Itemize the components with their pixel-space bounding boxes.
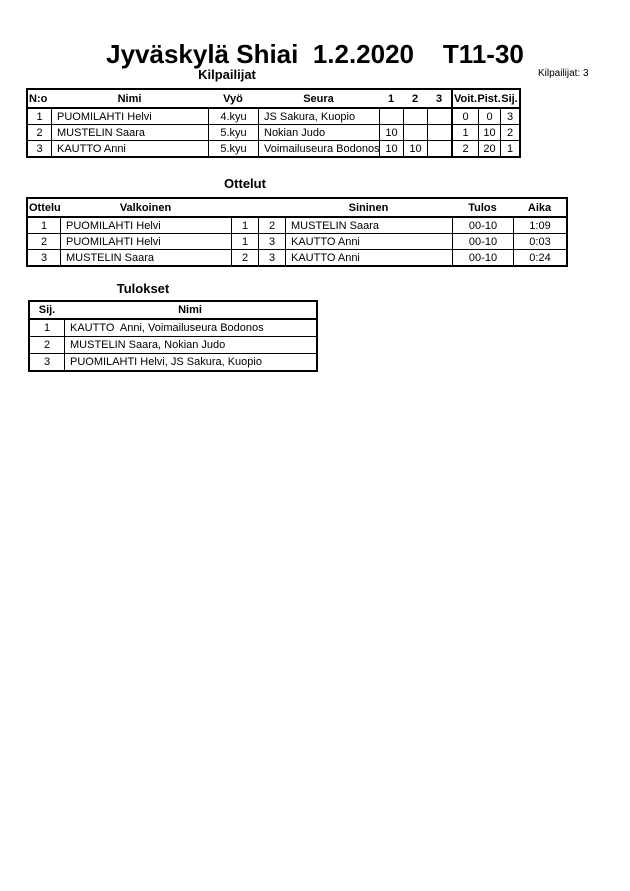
results-table: Sij. Nimi 1 KAUTTO Anni, Voimailuseura B… (28, 300, 318, 372)
cell-pist: 20 (478, 141, 500, 156)
cell-blue-no: 3 (258, 234, 285, 249)
competitors-count-label: Kilpailijat: 3 (538, 68, 589, 79)
col-header-nimi: Nimi (178, 304, 202, 316)
col-header-sij: Sij. (38, 304, 56, 316)
cell-match-no: 1 (40, 219, 48, 232)
col-header-blue-no (258, 199, 285, 216)
cell-sij: 2 (43, 339, 51, 351)
competitors-row: 2 MUSTELIN Saara 5.kyu Nokian Judo 10 1 … (28, 124, 519, 140)
cell-tulos: 00-10 (452, 218, 513, 233)
results-row: 3 PUOMILAHTI Helvi, JS Sakura, Kuopio (30, 353, 316, 370)
competitors-row: 3 KAUTTO Anni 5.kyu Voimailuseura Bodono… (28, 140, 519, 156)
cell-match3 (427, 109, 451, 124)
cell-match1 (379, 109, 403, 124)
matches-table: Ottelu Valkoinen Sininen Tulos Aika 1 PU… (26, 197, 568, 267)
matches-row: 3 MUSTELIN Saara 2 3 KAUTTO Anni 00-10 0… (28, 249, 566, 265)
cell-voit: 0 (451, 109, 478, 124)
cell-seura: JS Sakura, Kuopio (258, 109, 379, 124)
cell-match-no: 2 (40, 235, 48, 248)
cell-blue-no: 3 (258, 250, 285, 265)
competitors-table: N:o Nimi Vyö Seura 1 2 3 Voit. Pist. Sij… (26, 88, 521, 158)
cell-aika: 0:03 (513, 234, 566, 249)
cell-match2 (403, 109, 427, 124)
cell-white-no: 1 (231, 234, 258, 249)
cell-voit: 1 (451, 125, 478, 140)
col-header-voit: Voit. (451, 90, 478, 107)
col-header-sininen: Sininen (348, 201, 389, 214)
cell-sininen: KAUTTO Anni (285, 250, 452, 265)
cell-match-no: 3 (40, 251, 48, 264)
col-header-nimi: Nimi (117, 92, 142, 105)
cell-no: 3 (36, 142, 43, 155)
col-header-sij: Sij. (501, 92, 518, 105)
cell-match2: 10 (403, 141, 427, 156)
cell-nimi: PUOMILAHTI Helvi (51, 109, 208, 124)
competitors-header-row: N:o Nimi Vyö Seura 1 2 3 Voit. Pist. Sij… (28, 90, 519, 109)
cell-sininen: KAUTTO Anni (285, 234, 452, 249)
cell-seura: Nokian Judo (258, 125, 379, 140)
cell-vyo: 4.kyu (208, 109, 258, 124)
cell-no: 1 (36, 110, 43, 123)
competitors-row: 1 PUOMILAHTI Helvi 4.kyu JS Sakura, Kuop… (28, 109, 519, 124)
cell-sij: 3 (500, 109, 519, 124)
section-heading-tulokset: Tulokset (116, 281, 170, 296)
cell-sij: 3 (43, 356, 51, 368)
col-header-ottelu: Ottelu (29, 201, 61, 214)
cell-nimi: MUSTELIN Saara, Nokian Judo (64, 337, 316, 353)
cell-sij: 2 (500, 125, 519, 140)
cell-tulos: 00-10 (452, 234, 513, 249)
cell-white-no: 1 (231, 218, 258, 233)
cell-match1: 10 (379, 141, 403, 156)
cell-sij: 1 (43, 322, 51, 334)
col-header-match3: 3 (435, 92, 443, 105)
cell-blue-no: 2 (258, 218, 285, 233)
col-header-match1: 1 (387, 92, 395, 105)
cell-valkoinen: MUSTELIN Saara (60, 250, 231, 265)
results-row: 2 MUSTELIN Saara, Nokian Judo (30, 336, 316, 353)
cell-nimi: KAUTTO Anni, Voimailuseura Bodonos (64, 320, 316, 336)
cell-match2 (403, 125, 427, 140)
cell-valkoinen: PUOMILAHTI Helvi (60, 218, 231, 233)
cell-match3 (427, 141, 451, 156)
col-header-white-no (231, 199, 258, 216)
matches-row: 1 PUOMILAHTI Helvi 1 2 MUSTELIN Saara 00… (28, 218, 566, 233)
cell-aika: 0:24 (513, 250, 566, 265)
cell-valkoinen: PUOMILAHTI Helvi (60, 234, 231, 249)
cell-match3 (427, 125, 451, 140)
col-header-no: N:o (29, 92, 48, 105)
matches-row: 2 PUOMILAHTI Helvi 1 3 KAUTTO Anni 00-10… (28, 233, 566, 249)
col-header-seura: Seura (303, 92, 334, 105)
col-header-aika: Aika (527, 201, 552, 214)
section-heading-kilpailijat: Kilpailijat (198, 67, 256, 82)
cell-vyo: 5.kyu (208, 125, 258, 140)
col-header-tulos: Tulos (468, 201, 497, 214)
page-title: Jyväskylä Shiai 1.2.2020 T11-30 (106, 39, 524, 69)
cell-white-no: 2 (231, 250, 258, 265)
cell-aika: 1:09 (513, 218, 566, 233)
cell-voit: 2 (451, 141, 478, 156)
matches-header-row: Ottelu Valkoinen Sininen Tulos Aika (28, 199, 566, 218)
col-header-pist: Pist. (477, 92, 501, 105)
cell-no: 2 (36, 126, 43, 139)
cell-seura: Voimailuseura Bodonos (258, 141, 379, 156)
col-header-match2: 2 (411, 92, 419, 105)
cell-match1: 10 (379, 125, 403, 140)
cell-pist: 0 (478, 109, 500, 124)
cell-pist: 10 (478, 125, 500, 140)
cell-nimi: MUSTELIN Saara (51, 125, 208, 140)
results-header-row: Sij. Nimi (30, 302, 316, 320)
col-header-vyo: Vyö (223, 92, 243, 105)
cell-vyo: 5.kyu (208, 141, 258, 156)
cell-nimi: KAUTTO Anni (51, 141, 208, 156)
section-heading-ottelut: Ottelut (224, 176, 266, 191)
cell-sij: 1 (500, 141, 519, 156)
cell-tulos: 00-10 (452, 250, 513, 265)
results-row: 1 KAUTTO Anni, Voimailuseura Bodonos (30, 320, 316, 336)
cell-nimi: PUOMILAHTI Helvi, JS Sakura, Kuopio (64, 354, 316, 370)
cell-sininen: MUSTELIN Saara (285, 218, 452, 233)
col-header-valkoinen: Valkoinen (119, 201, 172, 214)
